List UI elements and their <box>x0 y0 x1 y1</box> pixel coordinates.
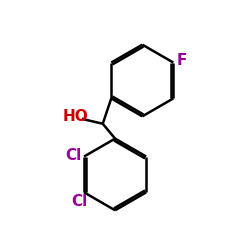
Text: Cl: Cl <box>65 148 81 163</box>
Text: Cl: Cl <box>71 194 87 208</box>
Text: HO: HO <box>63 109 88 124</box>
Text: F: F <box>177 52 187 68</box>
